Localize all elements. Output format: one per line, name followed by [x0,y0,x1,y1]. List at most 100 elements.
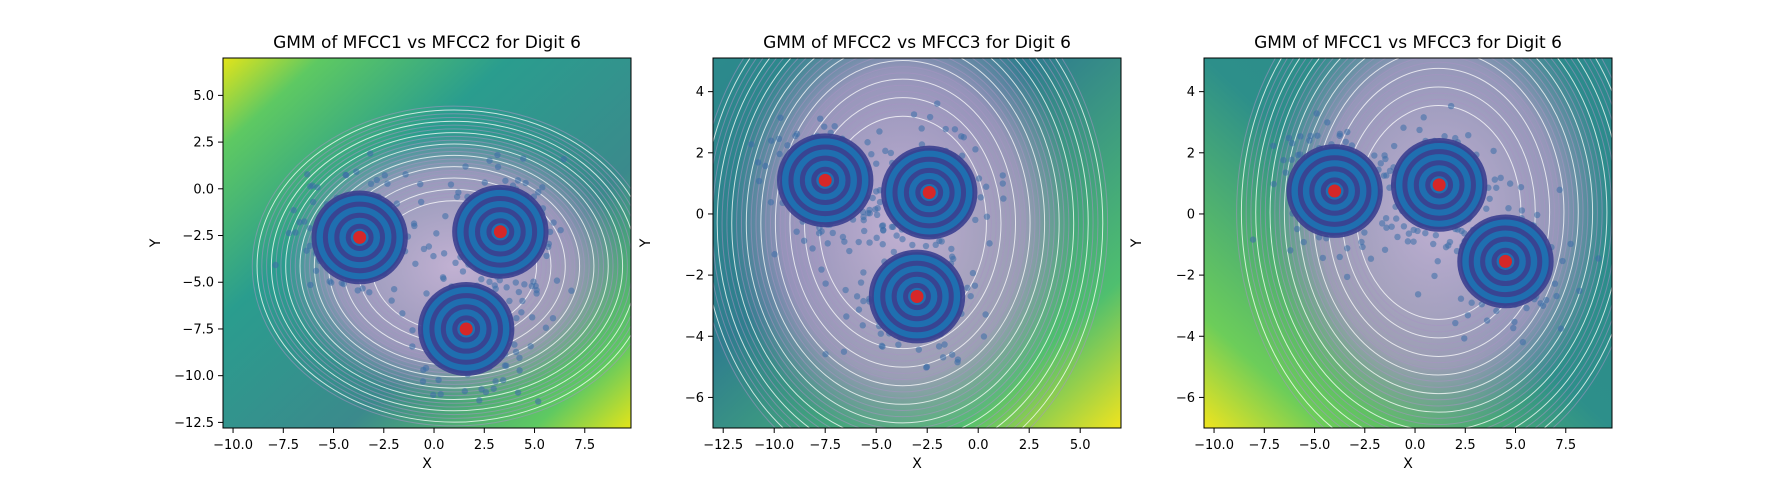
scatter-point [855,238,862,246]
scatter-point [354,287,361,294]
scatter-point [843,313,850,320]
scatter-point [393,200,401,207]
scatter-point [1523,304,1530,312]
scatter-point [1506,180,1514,187]
scatter-point [1394,233,1401,241]
scatter-point [1491,176,1498,183]
scatter-point [309,182,316,189]
contour-loop [452,315,481,343]
scatter-point [452,259,459,267]
scatter-point [926,113,934,121]
axes-frame [222,57,632,429]
scatter-point [949,351,956,358]
scatter-point [459,268,467,275]
scatter-point [923,363,931,371]
scatter-point [309,198,317,206]
y-tick-label: −10.0 [174,369,214,384]
y-tick-label: −4 [1176,330,1195,345]
scatter-point [1314,132,1321,139]
scatter-point [1505,204,1512,212]
contour-loop [1468,225,1543,298]
contour-loop [345,223,374,251]
contour-ring [713,58,1099,428]
scatter-point [476,397,483,404]
plot-area [713,58,1121,428]
scatter-point [941,341,948,348]
scatter-point [1465,131,1472,139]
scatter-point [340,280,347,288]
x-tick-label: −10.0 [754,438,794,453]
scatter-point [409,343,416,350]
x-tick-label: −7.5 [1249,438,1281,453]
contour-ring [1250,58,1612,428]
scatter-point [983,213,991,220]
scatter-point [1551,280,1559,287]
scatter-point [373,176,381,184]
contour-ring [313,154,595,378]
scatter-point [1490,147,1497,155]
x-tick-label: 7.5 [574,438,595,453]
scatter-point [535,188,542,196]
y-tick-label: −2.5 [182,229,214,244]
scatter-point [420,366,427,374]
y-axis-label: Y [638,238,654,248]
scatter-point [873,211,881,219]
scatter-point [560,155,567,163]
contour-loop [881,145,978,240]
scatter-point [864,209,872,217]
scatter-point [425,243,433,250]
contour-ring [1260,58,1612,428]
chart-title: GMM of MFCC1 vs MFCC3 for Digit 6 [1254,33,1562,53]
scatter-point [890,248,898,256]
scatter-point [977,194,984,201]
scatter-point [306,242,314,250]
scatter-point [982,183,990,190]
contour-ring [1240,58,1612,428]
scatter-point [514,389,522,396]
contour-ring [1245,58,1612,428]
scatter-point [549,314,557,322]
contour-ring [794,84,1012,362]
contour-loop [915,178,944,207]
scatter-point [1486,195,1493,202]
scatter-point [519,297,526,305]
scatter-point [1400,223,1408,230]
scatter-point [423,290,430,297]
scatter-point [1000,195,1007,202]
scatter-point [515,288,523,296]
mean-marker-0 [818,173,832,187]
scatter-point [967,292,974,300]
scatter-point [1270,142,1277,149]
contour-loop [891,271,943,322]
scatter-point [533,286,540,294]
contour-ring [713,58,1109,428]
scatter-point [390,285,398,293]
x-tick-label: 2.5 [474,438,495,453]
scatter-point [1434,258,1441,265]
scatter-point [292,229,299,236]
scatter-point [381,172,388,179]
x-tick-label: 0.0 [424,438,445,453]
scatter-point [417,198,425,206]
scatter-point [860,227,868,235]
scatter-point [481,179,488,186]
contour-loop [892,156,967,229]
scatter-point [1468,299,1475,306]
x-tick-label: 2.5 [1455,438,1476,453]
scatter-point [792,132,799,140]
contour-loop [1297,155,1372,227]
scatter-point [521,281,528,288]
scatter-point [1511,318,1518,326]
scatter-point [1270,180,1277,188]
contour-ring [299,143,609,389]
scatter-point [1361,229,1368,236]
scatter-point [272,261,279,269]
scatter-point [866,239,873,246]
scatter-point [1518,207,1526,214]
contour-loop [452,184,549,279]
contour-ring [799,90,1007,356]
contour-ring [294,139,614,393]
x-tick-label: −5.0 [860,438,892,453]
scatter-point [307,281,314,289]
